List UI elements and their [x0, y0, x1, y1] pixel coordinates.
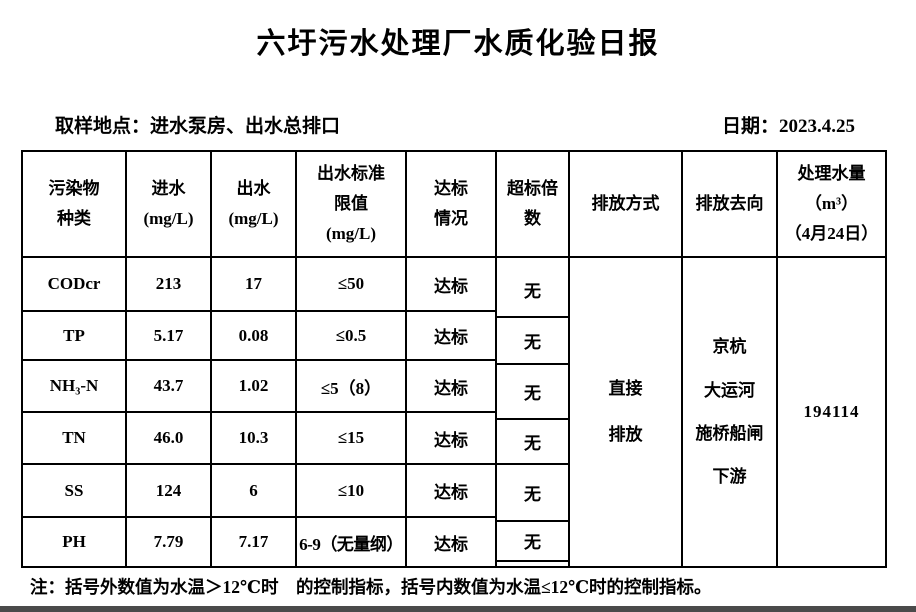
header-discharge-mode: 排放方式	[568, 150, 683, 258]
table-row-codcr: CODcr 213 17 ≤50 达标 无 无 无 无 无 无 直接 排放 京杭…	[21, 256, 887, 568]
table-row-nh3n: NH₃-N 43.7 1.02 ≤5（8） 达标	[21, 359, 886, 413]
water-quality-table: 污染物 种类 进水 (mg/L) 出水 (mg/L) 出水标准 限值 (mg/L…	[21, 150, 887, 568]
pollutant-name: CODcr	[21, 256, 127, 312]
discharge-destination-cell: 京杭 大运河 施桥船闸 下游	[681, 256, 778, 568]
inflow-value: 213	[125, 256, 212, 312]
outflow-value: 6	[210, 463, 297, 518]
inflow-value: 124	[125, 463, 212, 518]
limit-value: ≤50	[295, 256, 407, 312]
exceed-value: 无	[498, 263, 567, 318]
pollutant-name: PH	[21, 516, 127, 568]
footnote: 注：括号外数值为水温＞12℃时 的控制指标，括号内数值为水温≤12℃时的控制指标…	[30, 577, 712, 597]
outflow-value: 7.17	[210, 516, 297, 568]
meta-row: 取样地点：进水泵房、出水总排口 日期：2023.4.25	[55, 110, 855, 138]
pollutant-name: TP	[21, 310, 127, 361]
window-bottom-edge	[0, 606, 916, 612]
header-outflow: 出水 (mg/L)	[210, 150, 297, 258]
outflow-value: 1.02	[210, 359, 297, 413]
inflow-value: 7.79	[125, 516, 212, 568]
exceed-value: 无	[498, 318, 567, 365]
discharge-mode-cell: 直接 排放	[568, 256, 683, 568]
header-inflow: 进水 (mg/L)	[125, 150, 212, 258]
status-value: 达标	[405, 463, 497, 518]
page-title: 六圩污水处理厂水质化验日报	[256, 28, 660, 60]
status-value: 达标	[405, 411, 497, 465]
inflow-value: 5.17	[125, 310, 212, 361]
header-exceed: 超标倍 数	[495, 150, 570, 258]
header-limit: 出水标准 限值 (mg/L)	[295, 150, 407, 258]
inflow-value: 46.0	[125, 411, 212, 465]
outflow-value: 17	[210, 256, 297, 312]
sampling-location-label: 取样地点：进水泵房、出水总排口	[55, 115, 341, 137]
outflow-value: 0.08	[210, 310, 297, 361]
limit-value: ≤0.5	[295, 310, 407, 361]
header-pollutant: 污染物 种类	[21, 150, 127, 258]
limit-value: ≤10	[295, 463, 407, 518]
header-treated-volume: 处理水量 （m³） （4月24日）	[776, 150, 887, 258]
exceed-value: 无	[498, 420, 567, 465]
outflow-value: 10.3	[210, 411, 297, 465]
limit-value: ≤5（8）	[295, 359, 407, 413]
limit-value: ≤15	[295, 411, 407, 465]
header-discharge-destination: 排放去向	[681, 150, 778, 258]
table-row-ss: SS 124 6 ≤10 达标	[21, 463, 886, 518]
status-value: 达标	[405, 359, 497, 413]
status-value: 达标	[405, 516, 497, 568]
status-value: 达标	[405, 256, 497, 312]
exceed-value: 无	[498, 465, 567, 522]
header-row: 污染物 种类 进水 (mg/L) 出水 (mg/L) 出水标准 限值 (mg/L…	[21, 150, 887, 258]
table-row-tn: TN 46.0 10.3 ≤15 达标	[21, 411, 886, 465]
pollutant-name: NH₃-N	[21, 359, 127, 413]
pollutant-name: SS	[21, 463, 127, 518]
exceed-column: 无 无 无 无 无 无	[495, 256, 570, 568]
report-date-label: 日期：2023.4.25	[721, 115, 855, 137]
header-status: 达标 情况	[405, 150, 497, 258]
pollutant-name: TN	[21, 411, 127, 465]
exceed-value: 无	[498, 365, 567, 420]
exceed-value: 无	[498, 522, 567, 562]
table-row-tp: TP 5.17 0.08 ≤0.5 达标	[21, 310, 886, 361]
status-value: 达标	[405, 310, 497, 361]
treated-volume-cell: 194114	[776, 256, 887, 568]
inflow-value: 43.7	[125, 359, 212, 413]
table-row-ph: PH 7.79 7.17 6-9（无量纲） 达标	[21, 516, 886, 568]
limit-value: 6-9（无量纲）	[295, 516, 407, 568]
